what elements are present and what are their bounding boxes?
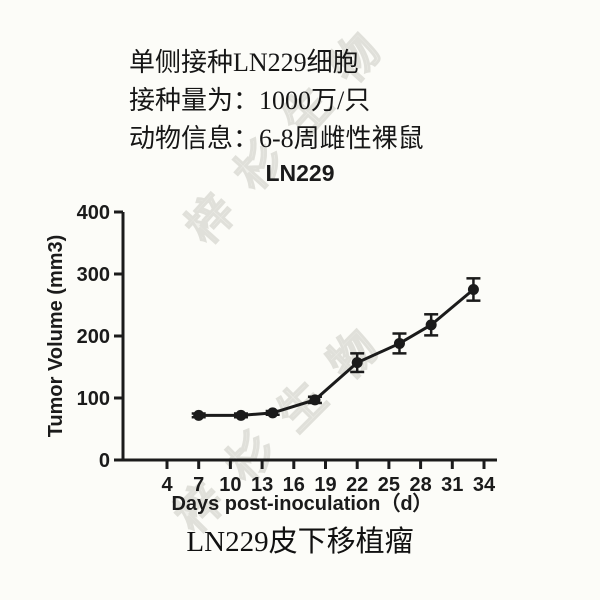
- x-tick-label: 7: [193, 474, 204, 496]
- data-point: [467, 284, 479, 295]
- header-line-inoculation: 单侧接种LN229细胞: [129, 48, 359, 77]
- x-tick-label: 4: [161, 474, 173, 496]
- y-axis-title: Tumor Volume (mm3): [45, 235, 67, 438]
- data-point: [393, 337, 405, 349]
- y-tick-label: 0: [99, 450, 110, 472]
- experiment-info: 单侧接种LN229细胞 接种量为：1000万/只 动物信息：6-8周雌性裸鼠: [129, 44, 424, 158]
- data-point: [267, 407, 279, 419]
- header-line-animal: 动物信息：6-8周雌性裸鼠: [129, 124, 424, 153]
- data-point: [193, 409, 205, 421]
- x-tick-label: 16: [283, 474, 305, 496]
- y-tick-label: 400: [77, 202, 110, 224]
- header-line-dose: 接种量为：1000万/只: [129, 86, 371, 115]
- data-point: [235, 409, 247, 421]
- x-axis-title: Days post-inoculation（d）: [171, 492, 432, 515]
- chart-title: LN229: [265, 160, 335, 186]
- x-tick-label: 13: [251, 474, 273, 496]
- y-tick-label: 100: [77, 388, 110, 410]
- figure-caption: LN229皮下移植瘤: [186, 526, 414, 558]
- x-tick-label: 34: [473, 474, 496, 496]
- x-tick-label: 10: [219, 474, 241, 496]
- y-tick-label: 300: [77, 264, 110, 286]
- x-tick-label: 22: [346, 474, 368, 496]
- data-point: [425, 319, 437, 331]
- x-tick-label: 31: [441, 474, 463, 496]
- x-tick-label: 28: [409, 474, 431, 496]
- data-point: [351, 357, 363, 369]
- x-tick-label: 19: [314, 474, 336, 496]
- series-line: [198, 288, 475, 417]
- y-tick-label: 200: [77, 326, 110, 348]
- x-tick-label: 25: [378, 474, 400, 496]
- data-point: [309, 394, 321, 406]
